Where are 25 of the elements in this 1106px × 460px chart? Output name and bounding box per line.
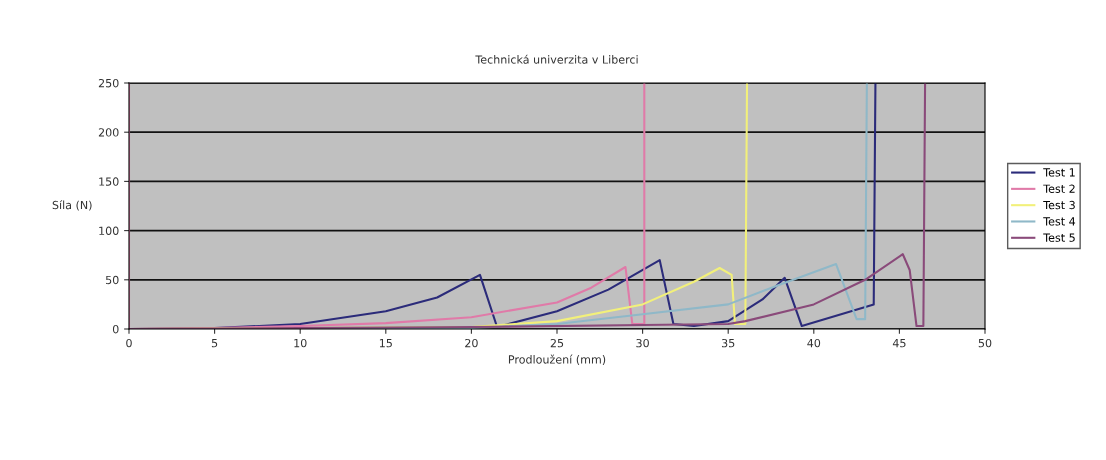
y-tick-label: 100 xyxy=(99,226,119,235)
x-tick-label: 45 xyxy=(892,339,906,348)
y-tick-label: 150 xyxy=(99,177,119,186)
x-tick-label: 0 xyxy=(126,338,132,348)
y-tick-label: 200 xyxy=(98,128,119,137)
y-tick-label: 0 xyxy=(112,324,119,334)
y-tick-label: 250 xyxy=(98,78,119,88)
x-tick-label: 40 xyxy=(807,338,821,348)
x-tick-label: 35 xyxy=(721,338,735,348)
y-tick-label: 50 xyxy=(106,275,119,285)
x-tick-label: 25 xyxy=(550,338,564,348)
legend-label: Test 3 xyxy=(1043,200,1075,210)
x-tick-label: 10 xyxy=(294,338,307,348)
legend-label: Test 4 xyxy=(1043,217,1076,226)
legend-label: Test 1 xyxy=(1043,168,1075,177)
x-tick-label: 15 xyxy=(379,339,392,348)
x-tick-label: 30 xyxy=(636,338,649,348)
x-axis-title: Prodloužení (mm) xyxy=(508,354,606,365)
y-axis-title: Síla (N) xyxy=(52,200,92,211)
x-tick-label: 5 xyxy=(211,339,218,348)
x-tick-label: 50 xyxy=(978,338,992,348)
legend-label: Test 5 xyxy=(1043,233,1075,242)
legend-label: Test 2 xyxy=(1043,184,1075,193)
x-tick-label: 20 xyxy=(465,338,478,348)
chart-title: Technická univerzita v Liberci xyxy=(475,54,638,64)
